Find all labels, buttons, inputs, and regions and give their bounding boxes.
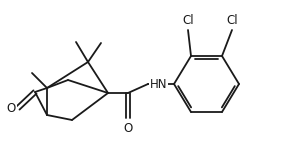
Text: Cl: Cl	[182, 14, 194, 27]
Text: O: O	[123, 122, 133, 135]
Text: O: O	[7, 101, 16, 114]
Text: Cl: Cl	[226, 14, 238, 27]
Text: HN: HN	[150, 78, 168, 90]
